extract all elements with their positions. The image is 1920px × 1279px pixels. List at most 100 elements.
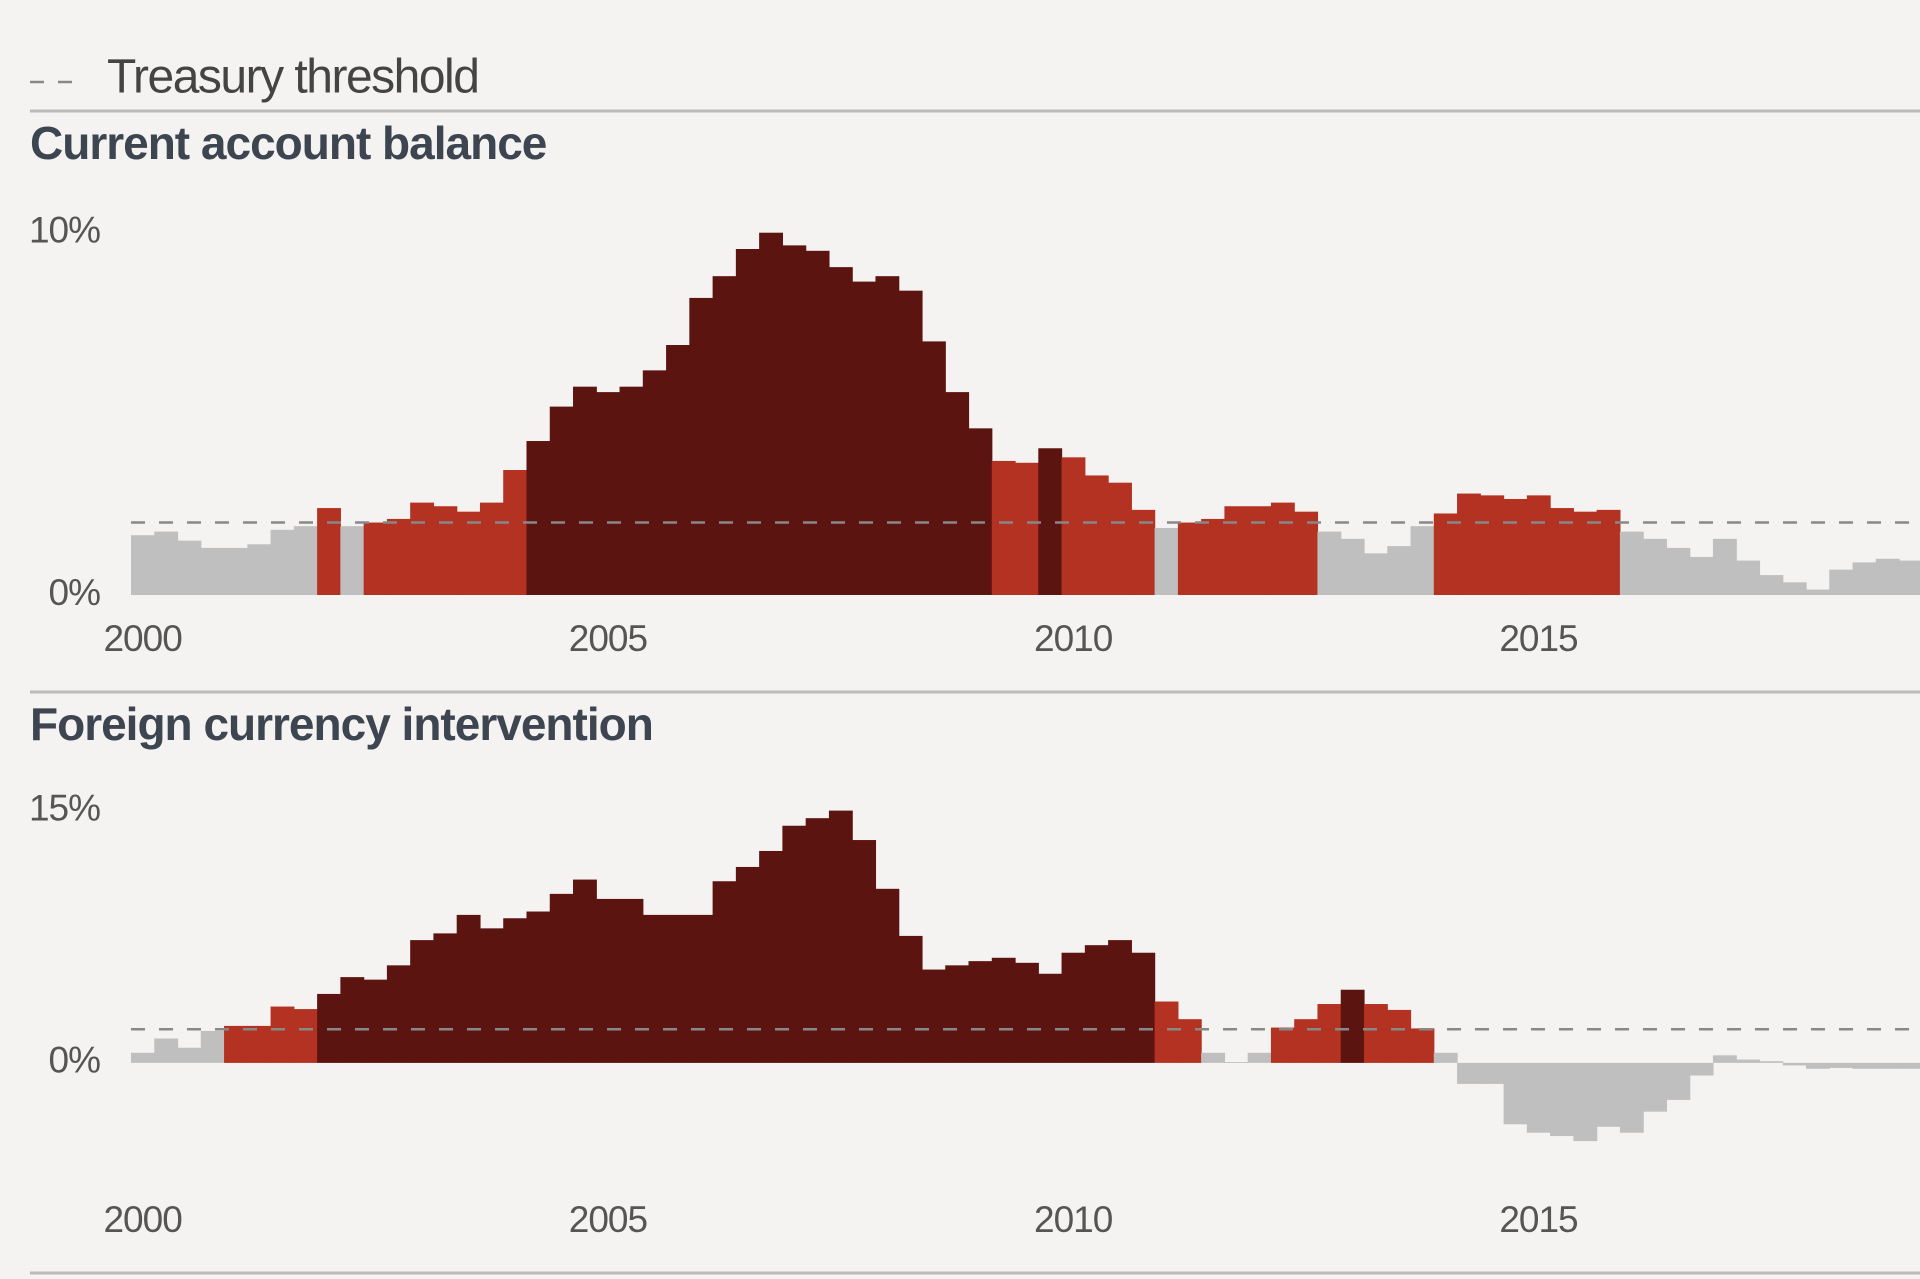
bar: [1317, 1004, 1342, 1063]
bar: [131, 1052, 155, 1063]
bar: [154, 531, 179, 595]
bar: [1550, 508, 1574, 595]
bar: [1224, 506, 1249, 595]
bar: [1363, 553, 1388, 595]
bar: [386, 518, 411, 595]
bar: [1038, 448, 1063, 595]
bar: [1340, 538, 1365, 595]
bar: [1712, 538, 1737, 595]
bar: [921, 969, 946, 1063]
bar: [1759, 1061, 1784, 1063]
bar: [224, 547, 248, 595]
bar: [1247, 1052, 1272, 1063]
bar: [503, 918, 528, 1063]
bar: [1457, 1062, 1481, 1084]
bar: [1201, 518, 1226, 595]
bar: [898, 935, 923, 1063]
bar: [1084, 945, 1109, 1063]
bar: [1294, 511, 1319, 595]
bar: [1015, 962, 1039, 1063]
bar: [1270, 502, 1295, 595]
bar: [340, 526, 365, 595]
bar: [573, 879, 597, 1063]
bar: [805, 250, 830, 595]
bar: [619, 898, 644, 1063]
bar: [1387, 546, 1412, 595]
bar: [666, 914, 690, 1063]
bar: [852, 281, 877, 595]
bar: [1782, 1062, 1807, 1066]
bar: [828, 810, 853, 1063]
bar: [805, 818, 830, 1063]
y-tick-label: 0%: [49, 1040, 101, 1081]
bar: [1410, 526, 1435, 595]
x-tick-label: 2005: [569, 1199, 648, 1240]
bar: [1550, 1062, 1574, 1137]
bar: [1503, 1062, 1528, 1125]
bar: [1015, 462, 1039, 595]
bar: [828, 267, 853, 595]
x-tick-label: 2000: [103, 618, 182, 659]
chart-title: Foreign currency intervention: [30, 698, 653, 750]
bar: [1387, 1009, 1412, 1063]
bar: [1131, 952, 1156, 1063]
bar: [1875, 1062, 1900, 1069]
bar: [1108, 482, 1132, 595]
bar: [549, 406, 574, 595]
bar: [596, 898, 621, 1063]
bar: [1526, 495, 1551, 595]
x-tick-label: 2010: [1034, 618, 1113, 659]
bar: [1480, 1062, 1505, 1084]
bar: [1154, 527, 1179, 595]
bar: [735, 249, 760, 596]
bar: [154, 1038, 179, 1063]
bar: [1596, 1062, 1621, 1127]
bar: [689, 297, 714, 595]
bar: [503, 470, 528, 595]
y-tick-label: 10%: [29, 209, 100, 250]
bar: [1061, 952, 1086, 1063]
bar: [852, 840, 877, 1063]
bar: [735, 866, 760, 1063]
bar: [898, 290, 923, 595]
bar: [456, 914, 481, 1063]
bar: [759, 232, 783, 595]
bar: [1899, 1062, 1920, 1069]
bar: [1224, 1062, 1249, 1063]
bar: [712, 276, 737, 595]
bar: [200, 547, 225, 595]
bar: [1596, 509, 1621, 595]
bar: [1294, 1019, 1319, 1063]
bar: [386, 965, 411, 1063]
bar: [1899, 560, 1920, 595]
bar: [1108, 940, 1132, 1063]
bar: [1177, 522, 1202, 595]
bar: [1433, 1052, 1458, 1063]
bar: [1480, 495, 1505, 595]
bar: [1363, 1004, 1388, 1063]
bar: [945, 392, 970, 595]
bar: [1410, 1028, 1435, 1063]
bar: [410, 502, 435, 595]
legend-label: Treasury threshold: [107, 51, 478, 104]
bar: [1736, 560, 1761, 595]
bar: [875, 888, 900, 1063]
bar: [573, 386, 597, 595]
bar: [991, 957, 1016, 1063]
x-tick-label: 2015: [1499, 1199, 1578, 1240]
bar: [666, 345, 690, 595]
bar: [363, 522, 388, 595]
bar: [782, 825, 807, 1063]
bar: [456, 511, 481, 595]
bar: [293, 1009, 318, 1063]
bar: [340, 977, 365, 1063]
bar: [526, 911, 551, 1063]
bar: [410, 940, 435, 1063]
bar: [177, 1047, 202, 1063]
bar: [1852, 562, 1877, 595]
x-tick-label: 2000: [103, 1199, 182, 1240]
bar: [549, 893, 574, 1063]
bar: [270, 1006, 295, 1063]
x-tick-label: 2010: [1034, 1199, 1113, 1240]
